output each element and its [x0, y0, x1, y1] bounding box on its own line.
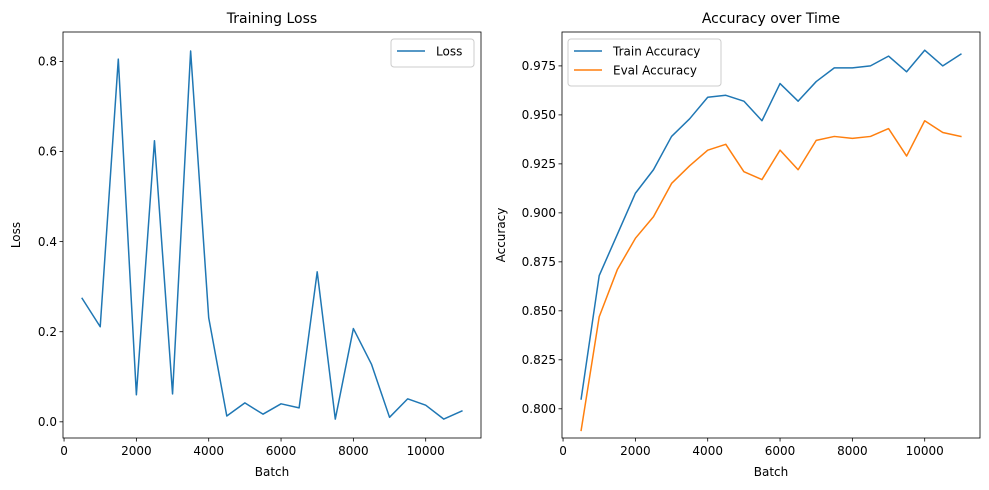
x-axis-label: Batch	[255, 465, 290, 479]
y-tick-label: 0.950	[522, 108, 556, 122]
plot-frame	[62, 31, 482, 439]
y-tick-label: 0.4	[38, 235, 57, 249]
x-axis-label: Batch	[754, 465, 789, 479]
legend-label: Eval Accuracy	[613, 64, 697, 78]
x-tick-label: 10000	[407, 444, 445, 458]
legend-box	[567, 38, 722, 87]
legend: Train Accuracy Eval Accuracy	[567, 38, 722, 87]
x-tick-label: 6000	[266, 444, 297, 458]
x-tick-label: 2000	[121, 444, 152, 458]
y-tick-label: 0.8	[38, 55, 57, 69]
x-tick-label: 8000	[837, 444, 868, 458]
y-axis-label: Accuracy	[494, 208, 508, 263]
legend: Loss	[390, 38, 475, 68]
plot-frame	[561, 31, 981, 439]
y-tick-label: 0.850	[522, 304, 556, 318]
series-line-loss	[81, 50, 463, 420]
y-tick-label: 0.6	[38, 145, 57, 159]
y-tick-label: 0.875	[522, 255, 556, 269]
y-tick-label: 0.2	[38, 325, 57, 339]
y-tick-label: 0.0	[38, 415, 57, 429]
x-tick-label: 8000	[338, 444, 369, 458]
y-tick-label: 0.900	[522, 206, 556, 220]
x-tick-label: 2000	[620, 444, 651, 458]
y-axis-label: Loss	[9, 222, 23, 248]
x-tick-label: 0	[559, 444, 567, 458]
legend-label: Loss	[436, 45, 462, 59]
x-tick-label: 0	[60, 444, 68, 458]
chart-title: Accuracy over Time	[702, 11, 840, 27]
y-tick-label: 0.800	[522, 402, 556, 416]
y-tick-label: 0.825	[522, 353, 556, 367]
y-tick-label: 0.925	[522, 157, 556, 171]
x-tick-label: 4000	[692, 444, 723, 458]
training-loss-chart: Training Loss Batch Loss 0 2000 4000 6000 80…	[9, 11, 482, 479]
chart-title: Training Loss	[226, 11, 317, 27]
legend-box	[390, 38, 475, 68]
series-line-train-accuracy	[580, 49, 962, 400]
series-line-eval-accuracy	[580, 120, 962, 432]
x-tick-label: 10000	[906, 444, 944, 458]
x-tick-label: 6000	[765, 444, 796, 458]
legend-label: Train Accuracy	[612, 45, 700, 59]
accuracy-over-time-chart: Accuracy over Time Batch Accuracy 0 2000 4…	[494, 11, 981, 479]
x-tick-label: 4000	[193, 444, 224, 458]
y-tick-label: 0.975	[522, 59, 556, 73]
